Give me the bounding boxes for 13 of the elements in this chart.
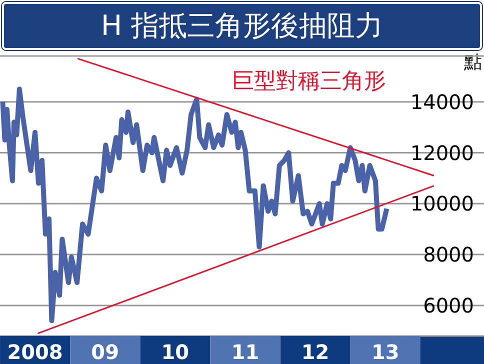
- y-tick-label: 14000: [410, 90, 474, 114]
- y-tick-label: 6000: [423, 294, 474, 318]
- x-tick-label: 11: [231, 340, 260, 364]
- x-tick-label: 2008: [7, 340, 63, 364]
- annotation: 巨型對稱三角形: [232, 68, 386, 96]
- y-tick-label: 8000: [423, 242, 474, 267]
- x-tick-label: 13: [371, 340, 400, 364]
- y-tick-label: 10000: [410, 192, 474, 216]
- x-tick-label: 12: [301, 340, 330, 364]
- y-tick-label: 12000: [410, 140, 474, 165]
- chart-title: H 指抵三角形後抽阻力: [2, 2, 482, 50]
- x-tick-label: 10: [161, 340, 190, 364]
- x-tick-label: 09: [91, 340, 120, 364]
